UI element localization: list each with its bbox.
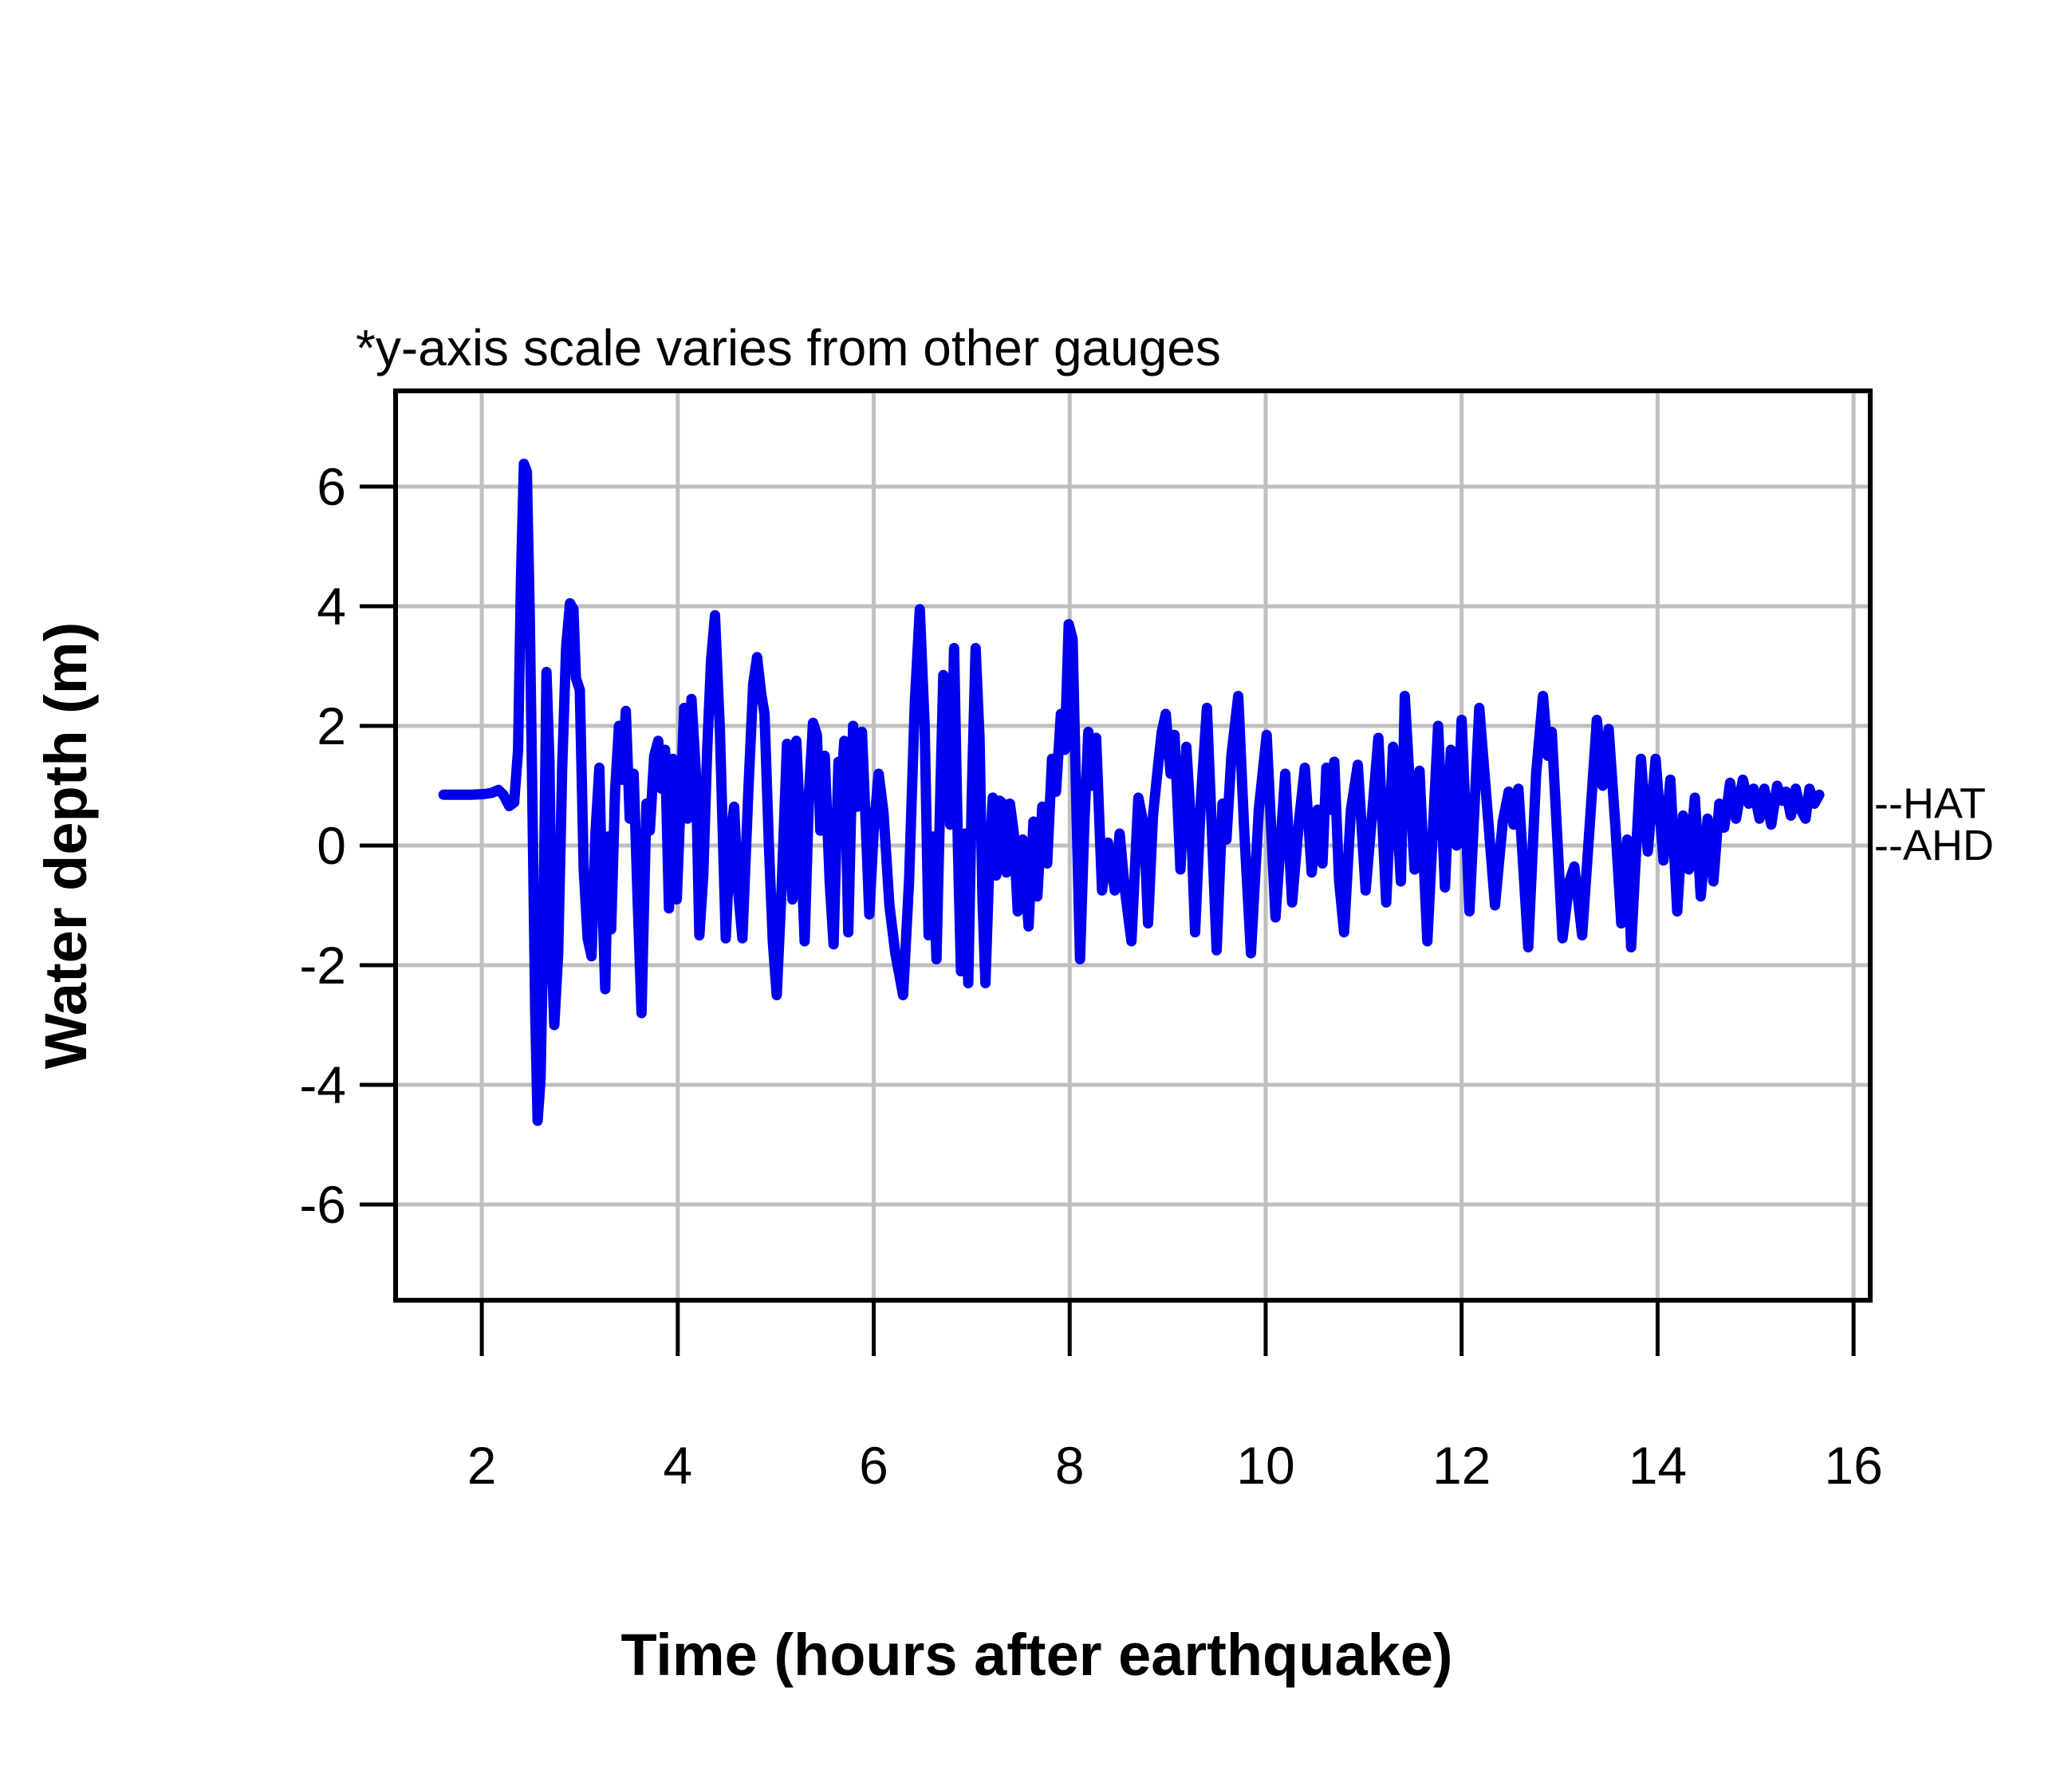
y-tick-label: 6 <box>317 457 346 516</box>
hat-annotation: --HAT <box>1874 780 1986 828</box>
x-tick-label: 4 <box>663 1436 692 1495</box>
x-tick-label: 16 <box>1824 1436 1882 1495</box>
y-tick-label: 0 <box>317 816 346 875</box>
chart-title: *y-axis scale varies from other gauges <box>356 319 1221 377</box>
x-tick-label: 6 <box>859 1436 888 1495</box>
y-tick-label: 4 <box>317 577 346 636</box>
water-depth-line <box>438 459 1825 1126</box>
y-axis-label: Water depth (m) <box>33 622 99 1069</box>
x-tick-label: 10 <box>1236 1436 1294 1495</box>
y-tick-label: -4 <box>299 1055 346 1114</box>
ahd-annotation: --AHD <box>1874 822 1994 869</box>
x-tick-label: 14 <box>1629 1436 1687 1495</box>
y-tick-label: -6 <box>299 1175 346 1234</box>
y-tick-label: 2 <box>317 696 346 755</box>
x-tick-label: 2 <box>467 1436 497 1495</box>
y-tick-label: -2 <box>299 936 346 995</box>
tick-label-layer: 2 4 6 8 10 12 14 16 -6 -4 -2 0 2 4 6 <box>299 457 1883 1495</box>
x-tick-label: 8 <box>1055 1436 1085 1495</box>
x-tick-label: 12 <box>1432 1436 1491 1495</box>
tick-layer <box>360 484 1856 1356</box>
x-axis-label: Time (hours after earthquake) <box>620 1622 1452 1688</box>
